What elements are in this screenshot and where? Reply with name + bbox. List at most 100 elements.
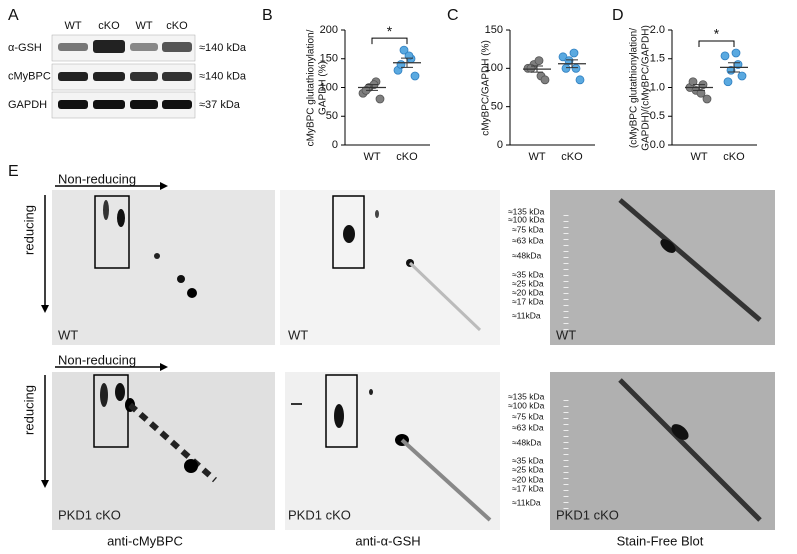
direction-label: Non-reducing (58, 352, 136, 367)
x-tick-label: WT (528, 151, 545, 163)
y-tick-label: 150 (485, 24, 503, 36)
data-point (702, 94, 712, 104)
data-point (737, 71, 747, 81)
direction-label: Non-reducing (58, 171, 136, 186)
marker-label: ≈25 kDa (512, 278, 544, 288)
y-tick-label: 100 (320, 81, 338, 93)
marker-label: ≈48kDa (512, 437, 542, 447)
marker-label: ≈75 kDa (512, 224, 544, 234)
y-tick-label: 0 (332, 139, 338, 151)
row-label: GAPDH (8, 99, 47, 111)
data-point (569, 48, 579, 58)
marker-label: ≈17 kDa (512, 296, 544, 306)
x-tick-label: WT (690, 151, 707, 163)
data-point (723, 77, 733, 87)
panel-label: B (262, 7, 273, 24)
marker-label: ≈100 kDa (508, 214, 545, 224)
marker-label: ≈63 kDa (512, 422, 544, 432)
direction-label: reducing (21, 385, 36, 435)
data-point (534, 56, 544, 66)
size-label: ≈140 kDa (199, 70, 247, 82)
data-point (399, 45, 409, 55)
y-axis-label: GAPDH)/(cMyBPC/GAPDH) (641, 25, 652, 151)
size-label: ≈37 kDa (199, 99, 241, 111)
y-tick-label: 200 (320, 24, 338, 36)
error-bar (728, 62, 740, 73)
panel-label: C (447, 7, 459, 24)
sample-label: PKD1 cKO (58, 507, 121, 522)
error-bar (693, 84, 705, 91)
sample-label: WT (288, 327, 308, 342)
western-blot (51, 34, 196, 119)
size-label: ≈140 kDa (199, 42, 247, 54)
marker-label: ≈25 kDa (512, 464, 544, 474)
significance-bracket (698, 40, 735, 47)
significance-label: * (714, 26, 720, 42)
marker-label: ≈17 kDa (512, 483, 544, 493)
y-axis-label: (cMyBPC glutathionylation/ (629, 28, 640, 148)
y-tick-label: 2.0 (650, 24, 665, 36)
marker-label: ≈35 kDa (512, 269, 544, 279)
y-tick-label: 1.5 (650, 53, 665, 65)
direction-label: reducing (21, 205, 36, 255)
y-axis-label: cMyBPC glutathionylation/ (306, 29, 317, 146)
data-point (540, 75, 550, 85)
data-point (410, 71, 420, 81)
marker-label: ≈11kDa (512, 497, 541, 507)
x-tick-label: cKO (396, 151, 418, 163)
marker-label: ≈20 kDa (512, 474, 544, 484)
marker-label: ≈48kDa (512, 250, 542, 260)
marker-label: ≈20 kDa (512, 287, 544, 297)
data-point (696, 88, 706, 98)
y-tick-label: 100 (485, 62, 503, 74)
lane-label: WT (64, 20, 81, 32)
sample-label: PKD1 cKO (556, 507, 619, 522)
panel-label: D (612, 7, 624, 24)
marker-label: ≈135 kDa (508, 206, 545, 216)
data-point (731, 48, 741, 58)
x-tick-label: WT (363, 151, 380, 163)
data-point (575, 75, 585, 85)
error-bar (366, 84, 378, 91)
data-point (571, 63, 581, 73)
data-point (688, 77, 698, 87)
y-tick-label: 0.5 (650, 110, 665, 122)
y-tick-label: 50 (491, 101, 503, 113)
sample-label: WT (556, 327, 576, 342)
error-bar (566, 59, 578, 69)
row-label: α-GSH (8, 42, 42, 54)
y-tick-label: 50 (326, 110, 338, 122)
error-bar (531, 65, 543, 73)
sample-label: WT (58, 327, 78, 342)
column-label: anti-cMyBPC (107, 533, 183, 548)
lane-label: cKO (166, 20, 188, 32)
marker-label: ≈75 kDa (512, 411, 544, 421)
y-tick-label: 0.0 (650, 139, 665, 151)
column-label: Stain-Free Blot (617, 533, 704, 548)
significance-bracket (371, 37, 408, 45)
y-tick-label: 1.0 (650, 81, 665, 93)
panel-label: E (8, 163, 19, 180)
x-tick-label: cKO (561, 151, 583, 163)
marker-label: ≈63 kDa (512, 235, 544, 245)
y-axis-label: cMyBPC/GAPDH (%) (481, 40, 492, 136)
x-tick-label: cKO (723, 151, 745, 163)
y-tick-label: 0 (497, 139, 503, 151)
significance-label: * (387, 23, 393, 39)
sample-label: PKD1 cKO (288, 507, 351, 522)
y-tick-label: 150 (320, 53, 338, 65)
marker-label: ≈135 kDa (508, 391, 545, 401)
lane-label: WT (135, 20, 152, 32)
marker-label: ≈11kDa (512, 310, 541, 320)
data-point (564, 56, 574, 66)
error-bar (401, 57, 413, 68)
lane-label: cKO (98, 20, 120, 32)
column-label: anti-α-GSH (355, 533, 420, 548)
data-point (720, 51, 730, 61)
panel-label: A (8, 7, 19, 24)
marker-label: ≈35 kDa (512, 455, 544, 465)
row-label: cMyBPC (8, 70, 51, 82)
y-axis-label: GAPDH (%) (318, 61, 329, 115)
data-point (375, 94, 385, 104)
